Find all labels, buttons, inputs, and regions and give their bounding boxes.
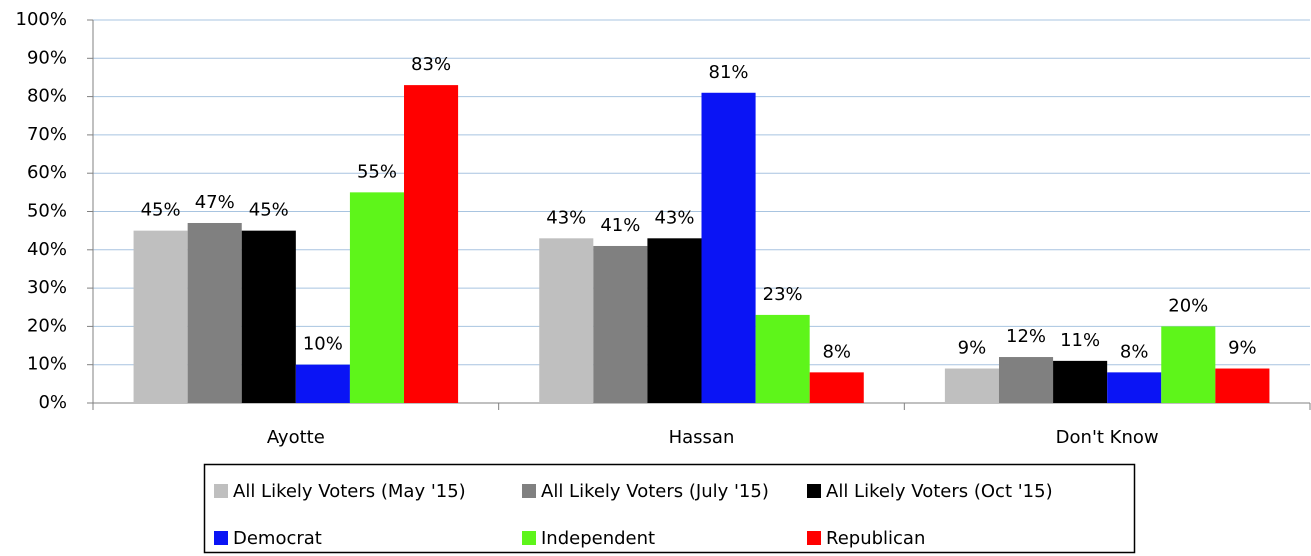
value-label: 20% [1168, 295, 1208, 316]
value-label: 8% [822, 341, 851, 362]
legend-swatch [522, 484, 536, 498]
legend-label: All Likely Voters (Oct '15) [826, 481, 1053, 502]
x-tick-label: Don't Know [1056, 427, 1159, 448]
legend-swatch [214, 484, 228, 498]
bar [187, 222, 242, 403]
y-tick-label: 80% [27, 86, 67, 107]
bar [241, 230, 296, 403]
y-tick-label: 90% [27, 47, 67, 68]
legend-label: Republican [826, 528, 925, 549]
legend-label: Democrat [233, 528, 322, 549]
value-label: 12% [1006, 326, 1046, 347]
value-label: 8% [1120, 341, 1149, 362]
legend-label: All Likely Voters (July '15) [541, 481, 769, 502]
value-label: 55% [357, 161, 397, 182]
value-label: 41% [600, 215, 640, 236]
y-tick-label: 20% [27, 315, 67, 336]
legend-swatch [214, 531, 228, 545]
bar [133, 230, 188, 403]
value-label: 23% [763, 284, 803, 305]
bar [1107, 372, 1162, 403]
y-tick-label: 30% [27, 277, 67, 298]
value-label: 10% [303, 334, 343, 355]
bar [755, 314, 810, 403]
value-label: 45% [141, 200, 181, 221]
y-tick-label: 0% [38, 392, 67, 413]
bar [1161, 326, 1216, 403]
bar [998, 357, 1054, 403]
value-label: 11% [1060, 330, 1100, 351]
y-tick-label: 50% [27, 201, 67, 222]
value-label: 43% [654, 207, 694, 228]
bar [404, 85, 459, 404]
bar [809, 372, 864, 403]
bar [593, 245, 648, 403]
bar [647, 238, 702, 403]
x-tick-label: Ayotte [267, 427, 325, 448]
value-label: 9% [1228, 338, 1257, 359]
bar [295, 364, 350, 403]
y-tick-label: 100% [16, 9, 67, 30]
value-label: 81% [709, 62, 749, 83]
bar [944, 368, 999, 403]
legend-label: Independent [541, 528, 655, 549]
bar [539, 238, 594, 403]
value-label: 47% [195, 192, 235, 213]
value-label: 83% [411, 54, 451, 75]
legend-swatch [807, 484, 821, 498]
value-label: 9% [958, 338, 987, 359]
legend-swatch [522, 531, 536, 545]
y-tick-label: 10% [27, 354, 67, 375]
legend-label: All Likely Voters (May '15) [233, 481, 466, 502]
bar [1215, 368, 1270, 403]
y-tick-label: 70% [27, 124, 67, 145]
bar [1053, 360, 1108, 403]
bar [349, 192, 405, 403]
legend-box [203, 463, 1136, 554]
y-tick-label: 60% [27, 162, 67, 183]
x-tick-label: Hassan [669, 427, 735, 448]
value-label: 45% [249, 200, 289, 221]
legend-swatch [807, 531, 821, 545]
bar [701, 92, 756, 404]
value-label: 43% [546, 207, 586, 228]
y-tick-label: 40% [27, 239, 67, 260]
